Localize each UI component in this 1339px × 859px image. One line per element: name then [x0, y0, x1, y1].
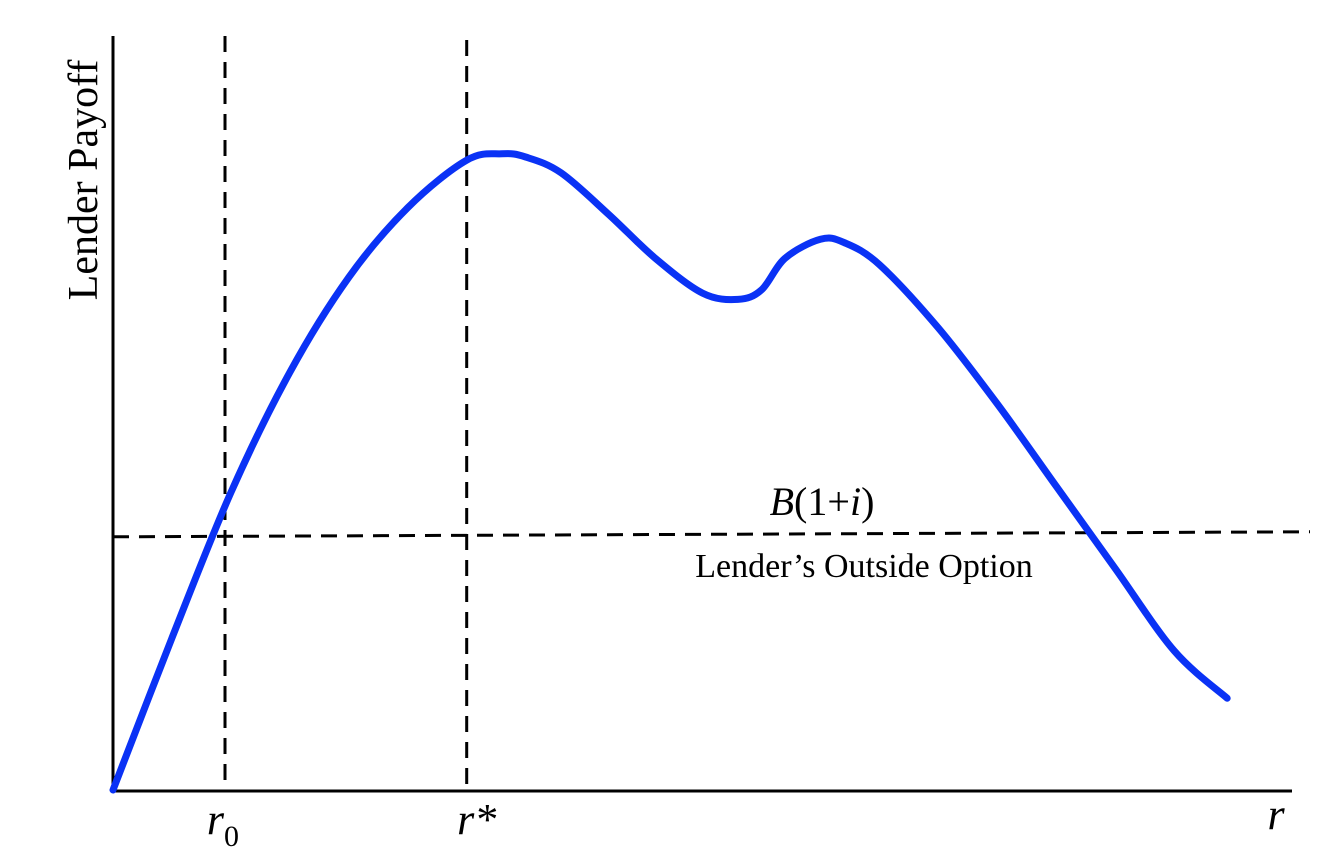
outside-option-value-glyph: ( [794, 479, 807, 524]
r0-tick-label: r0 [207, 795, 239, 853]
outside-option-value-glyph: B [770, 479, 794, 524]
lender-payoff-curve [109, 150, 1231, 794]
y-axis-title: Lender Payoff [61, 60, 107, 301]
r0-tick-subscript: 0 [224, 820, 239, 853]
outside-option-value-glyph: + [827, 479, 850, 524]
r-star-tick-label: r* [457, 795, 496, 844]
outside-option-caption: Lender’s Outside Option [695, 548, 1032, 585]
outside-option-value-glyph: ) [861, 479, 874, 524]
r-star-tick-asterisk: * [474, 795, 496, 844]
outside-option-value-glyph: 1 [807, 479, 827, 524]
r-star-tick-base: r [457, 795, 475, 844]
outside-option-dashed-line [112, 530, 1311, 539]
x-axis-title: r [1267, 790, 1285, 839]
r0-tick-base: r [207, 795, 225, 844]
outside-option-value-label: B(1+i) [770, 479, 875, 524]
outside-option-value-glyph: i [850, 479, 861, 524]
